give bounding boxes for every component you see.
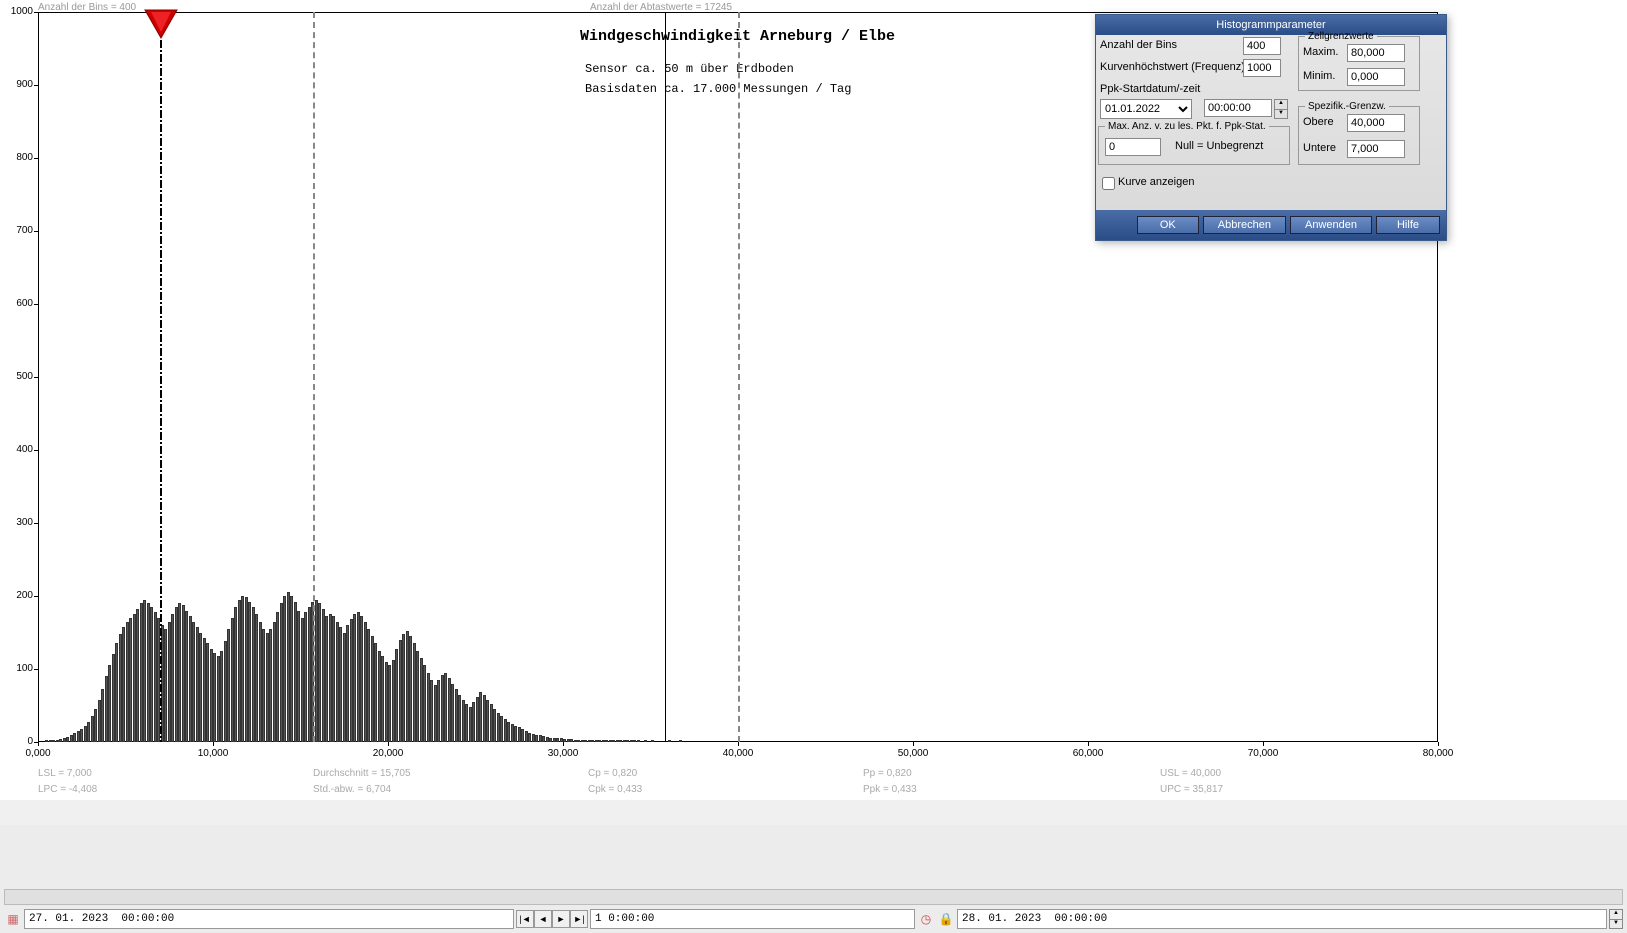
stat-durchschnitt: Durchschnitt = 15,705 [313, 768, 411, 779]
grid-icon[interactable]: ▦ [4, 910, 22, 928]
label-maxim: Maxim. [1303, 46, 1338, 58]
histogram-bar [651, 740, 654, 742]
label-anzahl-bins: Anzahl der Bins [1100, 39, 1177, 51]
legend-max-anz: Max. Anz. v. zu les. Pkt. f. Ppk-Stat. [1105, 121, 1269, 132]
lock-icon[interactable]: 🔒 [937, 910, 955, 928]
end-spinner[interactable]: ▲ ▼ [1609, 909, 1623, 929]
legend-zellgrenzwerte: Zellgrenzwerte [1305, 31, 1377, 42]
y-tick-label: 0 [3, 736, 33, 747]
label-minim: Minim. [1303, 70, 1335, 82]
stat-lpc: LPC = -4,408 [38, 784, 97, 795]
label-ppk-start: Ppk-Startdatum/-zeit [1100, 83, 1200, 95]
y-tick-label: 500 [3, 371, 33, 382]
input-date-start[interactable] [24, 909, 514, 929]
stat-upc: UPC = 35,817 [1160, 784, 1223, 795]
usl-line [738, 12, 740, 742]
input-ppk-time[interactable] [1204, 99, 1272, 117]
stat-cpk: Cpk = 0,433 [588, 784, 642, 795]
horizontal-scrollbar[interactable] [4, 889, 1623, 905]
input-anzahl-bins[interactable] [1243, 37, 1281, 55]
input-date-end[interactable] [957, 909, 1607, 929]
histogram-bar [679, 740, 682, 742]
marker-vertical-line [160, 40, 162, 742]
x-tick-label: 40,000 [718, 748, 758, 759]
stat-pp: Pp = 0,820 [863, 768, 912, 779]
y-tick-label: 700 [3, 225, 33, 236]
nav-first-button[interactable]: |◄ [516, 910, 534, 928]
nav-buttons: |◄ ◄ ► ►| [516, 910, 588, 928]
nav-prev-button[interactable]: ◄ [534, 910, 552, 928]
nav-next-button[interactable]: ► [552, 910, 570, 928]
x-tick-label: 20,000 [368, 748, 408, 759]
x-tick-label: 80,000 [1418, 748, 1458, 759]
hilfe-button[interactable]: Hilfe [1376, 216, 1440, 234]
y-tick-label: 400 [3, 444, 33, 455]
stat-ppk: Ppk = 0,433 [863, 784, 917, 795]
histogram-bar [644, 740, 647, 742]
histogram-bar [668, 740, 671, 742]
stat-lsl: LSL = 7,000 [38, 768, 92, 779]
avg-line [313, 12, 315, 742]
histogram-params-dialog: Histogrammparameter Anzahl der Bins Kurv… [1095, 14, 1447, 241]
label-obere: Obere [1303, 116, 1334, 128]
anwenden-button[interactable]: Anwenden [1290, 216, 1372, 234]
y-tick-label: 800 [3, 152, 33, 163]
legend-spezifik: Spezifik.-Grenzw. [1305, 101, 1389, 112]
clock-icon[interactable]: ◷ [917, 910, 935, 928]
input-maxim[interactable] [1347, 44, 1405, 62]
input-minim[interactable] [1347, 68, 1405, 86]
x-tick-label: 10,000 [193, 748, 233, 759]
histogram-bar [637, 740, 640, 742]
input-max-anz[interactable] [1105, 138, 1161, 156]
ok-button[interactable]: OK [1137, 216, 1199, 234]
input-untere[interactable] [1347, 140, 1405, 158]
stat-stdabw: Std.-abw. = 6,704 [313, 784, 391, 795]
y-tick-label: 600 [3, 298, 33, 309]
upc-line [665, 12, 666, 742]
fieldset-max-anz: Max. Anz. v. zu les. Pkt. f. Ppk-Stat. N… [1098, 121, 1290, 165]
y-tick-label: 900 [3, 79, 33, 90]
y-tick-label: 200 [3, 590, 33, 601]
stat-usl: USL = 40,000 [1160, 768, 1221, 779]
time-spinner[interactable]: ▲ ▼ [1274, 99, 1288, 119]
label-untere: Untere [1303, 142, 1336, 154]
label-kurvenhoechstwert: Kurvenhöchstwert (Frequenz) [1100, 61, 1245, 73]
nav-last-button[interactable]: ►| [570, 910, 588, 928]
dialog-buttons: OK Abbrechen Anwenden Hilfe [1096, 210, 1446, 240]
dialog-body: Anzahl der Bins Kurvenhöchstwert (Freque… [1096, 35, 1446, 210]
x-tick-label: 70,000 [1243, 748, 1283, 759]
y-tick-label: 100 [3, 663, 33, 674]
x-tick-label: 60,000 [1068, 748, 1108, 759]
label-null-unbegrenzt: Null = Unbegrenzt [1175, 140, 1263, 152]
x-tick-label: 0,000 [18, 748, 58, 759]
y-tick-label: 1000 [3, 6, 33, 17]
x-tick-label: 50,000 [893, 748, 933, 759]
stat-cp: Cp = 0,820 [588, 768, 637, 779]
y-tick-label: 300 [3, 517, 33, 528]
select-ppk-date[interactable]: 01.01.2022 [1100, 99, 1192, 119]
input-duration[interactable] [590, 909, 915, 929]
fieldset-zellgrenzwerte: Zellgrenzwerte Maxim. Minim. [1298, 31, 1420, 91]
fieldset-spezifik: Spezifik.-Grenzw. Obere Untere [1298, 101, 1420, 165]
bottom-bar: ▦ |◄ ◄ ► ►| ◷ 🔒 ▲ ▼ [0, 825, 1627, 933]
label-kurve-anzeigen: Kurve anzeigen [1118, 176, 1194, 188]
marker-arrow-icon [145, 10, 185, 50]
x-tick-label: 30,000 [543, 748, 583, 759]
toolbar: ▦ |◄ ◄ ► ►| ◷ 🔒 ▲ ▼ [0, 907, 1627, 931]
abbrechen-button[interactable]: Abbrechen [1203, 216, 1286, 234]
input-kurvenhoechstwert[interactable] [1243, 59, 1281, 77]
input-obere[interactable] [1347, 114, 1405, 132]
checkbox-kurve-anzeigen[interactable] [1102, 177, 1115, 190]
